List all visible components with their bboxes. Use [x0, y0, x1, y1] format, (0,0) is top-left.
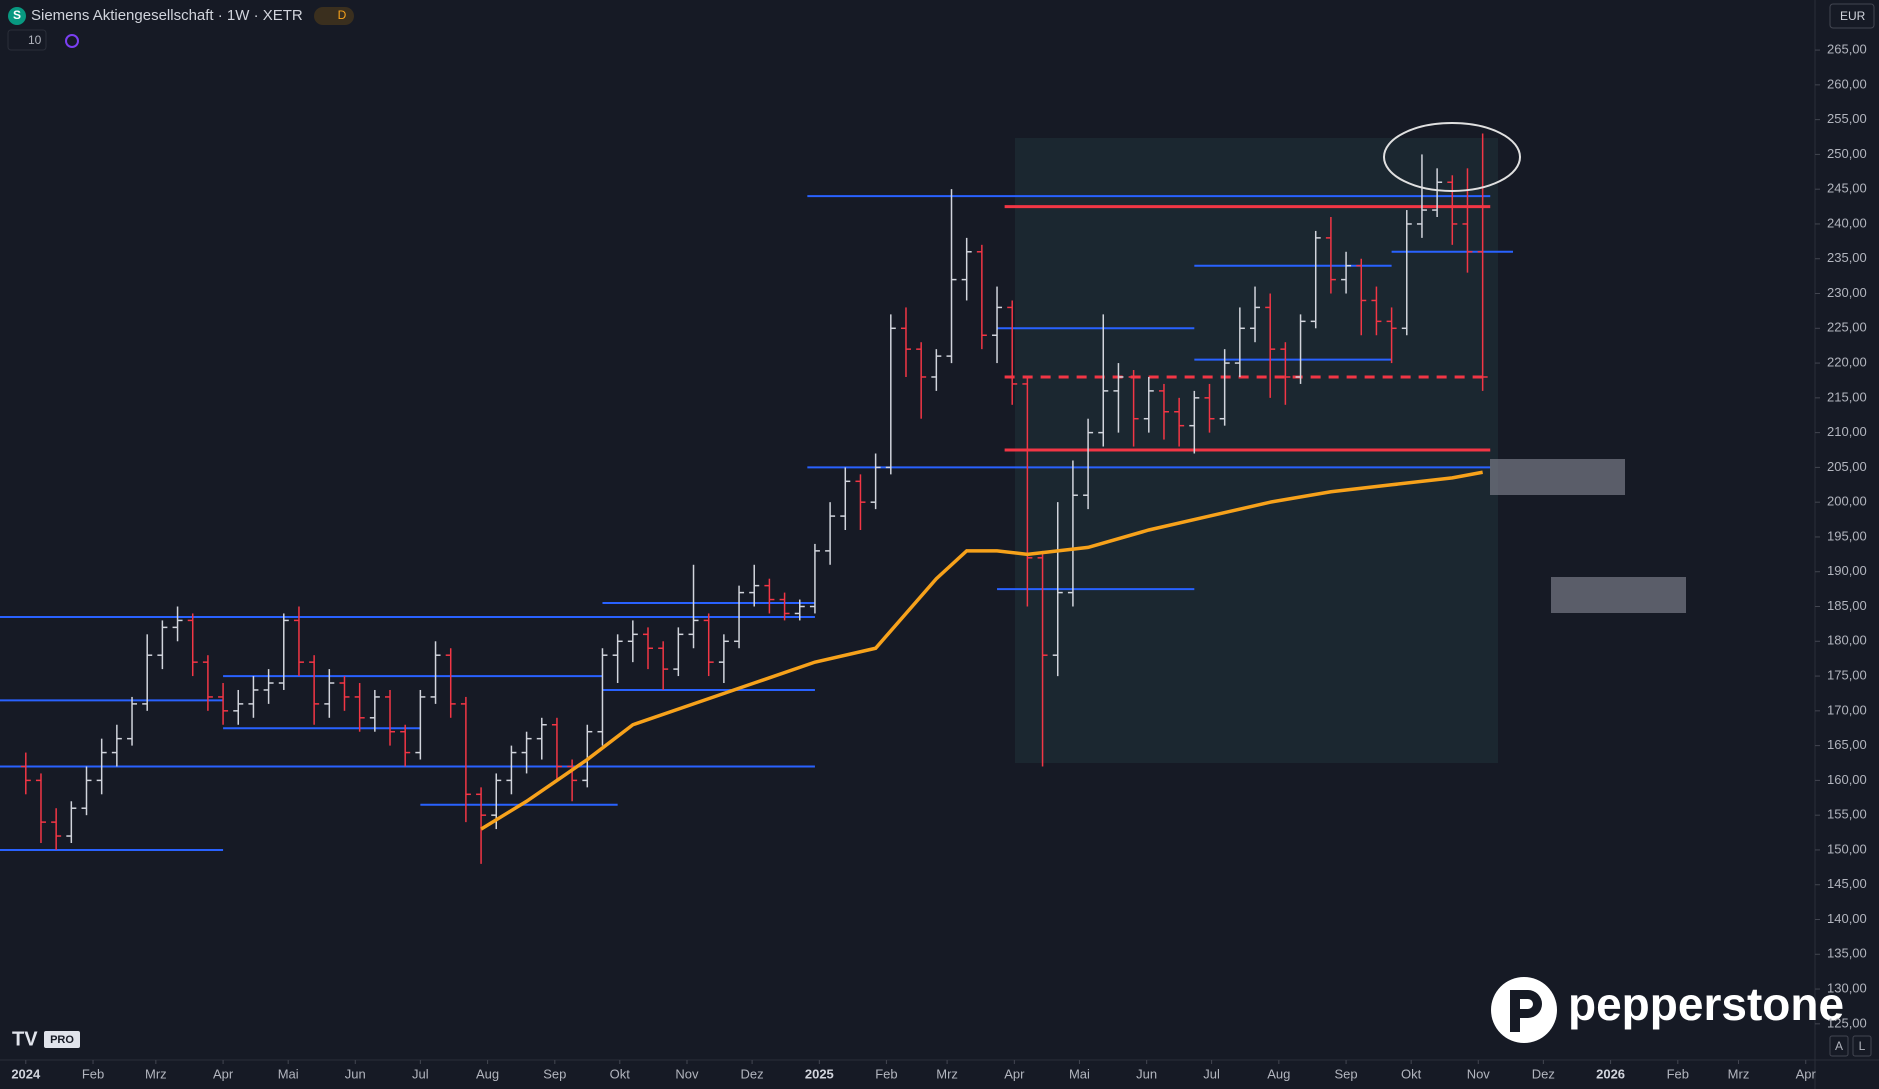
y-tick-label: 240,00	[1827, 215, 1867, 230]
y-tick-label: 135,00	[1827, 946, 1867, 961]
x-tick-label: Jul	[1203, 1066, 1220, 1081]
brand-name: pepperstone	[1568, 978, 1844, 1030]
x-tick-label: Mrz	[1728, 1066, 1750, 1081]
indicator-count: 10	[28, 33, 42, 47]
badge-text: D	[338, 8, 347, 22]
auto-label: A	[1835, 1039, 1843, 1053]
log-label: L	[1859, 1039, 1866, 1053]
x-tick-label: Okt	[1401, 1066, 1422, 1081]
y-tick-label: 245,00	[1827, 181, 1867, 196]
x-tick-label: Feb	[1667, 1066, 1689, 1081]
y-tick-label: 145,00	[1827, 876, 1867, 891]
moving-average	[480, 470, 1483, 831]
x-tick-label: Jun	[1136, 1066, 1157, 1081]
auto-button[interactable]	[1829, 1035, 1849, 1057]
x-tick-label: Mai	[1069, 1066, 1090, 1081]
x-tick-label: Jul	[412, 1066, 429, 1081]
x-tick-label: 2024	[11, 1066, 41, 1081]
y-tick-label: 150,00	[1827, 841, 1867, 856]
y-tick-label: 125,00	[1827, 1015, 1867, 1030]
log-button[interactable]	[1852, 1035, 1872, 1057]
y-tick-label: 210,00	[1827, 424, 1867, 439]
indicator-toggle[interactable]	[7, 29, 47, 51]
x-tick-label: Mrz	[936, 1066, 958, 1081]
x-tick-label: Dez	[1532, 1066, 1555, 1081]
y-tick-label: 265,00	[1827, 42, 1867, 57]
y-tick-label: 250,00	[1827, 146, 1867, 161]
x-tick-label: Mrz	[145, 1066, 167, 1081]
brand-p	[1510, 990, 1542, 1032]
plot	[0, 133, 1514, 864]
y-tick-label: 235,00	[1827, 250, 1867, 265]
x-tick-label: Apr	[213, 1066, 234, 1081]
badge	[314, 7, 354, 25]
y-tick-label: 185,00	[1827, 598, 1867, 613]
x-tick-label: Apr	[1796, 1066, 1817, 1081]
y-tick-label: 175,00	[1827, 668, 1867, 683]
y-tick-label: 195,00	[1827, 528, 1867, 543]
y-tick-label: 260,00	[1827, 76, 1867, 91]
y-tick-label: 190,00	[1827, 563, 1867, 578]
y-tick-label: 200,00	[1827, 494, 1867, 509]
x-tick-label: Aug	[476, 1066, 499, 1081]
y-tick-label: 165,00	[1827, 737, 1867, 752]
y-tick-label: 205,00	[1827, 459, 1867, 474]
y-tick-label: 140,00	[1827, 911, 1867, 926]
y-tick-label: 160,00	[1827, 772, 1867, 787]
x-tick-label: Nov	[675, 1066, 699, 1081]
indicator-icon[interactable]	[65, 34, 79, 48]
highlight-ellipse	[1383, 122, 1521, 192]
tv-logo: TV	[12, 1028, 38, 1050]
y-tick-label: 180,00	[1827, 633, 1867, 648]
x-tick-label: Mai	[278, 1066, 299, 1081]
zone-box	[1490, 459, 1625, 495]
symbol-icon[interactable]	[8, 7, 26, 25]
x-tick-label: Okt	[610, 1066, 631, 1081]
currency-button[interactable]	[1829, 3, 1875, 29]
y-tick-label: 130,00	[1827, 980, 1867, 995]
x-tick-label: Feb	[82, 1066, 104, 1081]
symbol-title[interactable]: Siemens Aktiengesellschaft · 1W · XETR	[31, 7, 303, 24]
x-tick-label: Apr	[1004, 1066, 1025, 1081]
x-tick-label: Nov	[1467, 1066, 1491, 1081]
y-tick-label: 220,00	[1827, 355, 1867, 370]
y-tick-label: 230,00	[1827, 285, 1867, 300]
x-tick-label: Feb	[875, 1066, 897, 1081]
x-tick-label: 2026	[1596, 1066, 1625, 1081]
x-tick-label: Jun	[345, 1066, 366, 1081]
y-tick-label: 170,00	[1827, 702, 1867, 717]
x-tick-label: Aug	[1267, 1066, 1290, 1081]
symbol-letter: S	[13, 8, 21, 22]
currency: EUR	[1840, 9, 1866, 23]
tv-badge: PRO	[50, 1034, 74, 1046]
tv-badge-bg	[44, 1031, 80, 1048]
x-tick-label: Sep	[1335, 1066, 1358, 1081]
y-tick-label: 155,00	[1827, 807, 1867, 822]
x-tick-label: Dez	[741, 1066, 764, 1081]
x-tick-label: 2025	[805, 1066, 834, 1081]
x-tick-label: Sep	[543, 1066, 566, 1081]
y-tick-label: 225,00	[1827, 320, 1867, 335]
zone-box	[1551, 577, 1686, 613]
y-tick-label: 215,00	[1827, 389, 1867, 404]
y-tick-label: 255,00	[1827, 111, 1867, 126]
